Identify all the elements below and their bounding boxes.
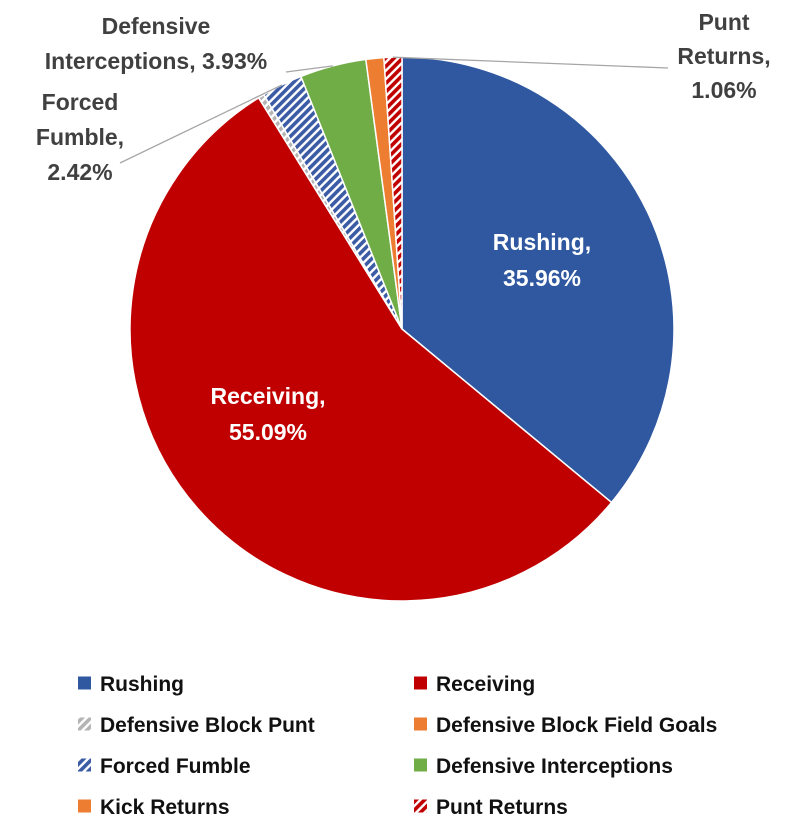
data-labels: Rushing, 35.96% Receiving, 55.09% Forced Fumb… [36,9,771,445]
legend-item-kick-returns: Kick Returns [78,796,230,819]
legend-swatch [414,717,427,731]
legend-label: Defensive Block Field Goals [436,714,717,737]
legend-label: Punt Returns [436,796,568,819]
legend-label: Defensive Block Punt [100,714,315,737]
legend-item-defensive-block-field-goals: Defensive Block Field Goals [414,714,717,737]
legend-swatch [78,717,91,731]
legend-item-rushing: Rushing [78,673,184,696]
legend-label: Forced Fumble [100,755,251,778]
legend-item-receiving: Receiving [414,673,535,696]
legend-label: Rushing [100,673,184,696]
data-label-punt-returns: Punt Returns, 1.06% [677,9,770,103]
slice-receiving [129,96,613,602]
leader-line-forced-fumble [119,84,283,164]
slice-rushing [401,56,675,504]
legend-label: Defensive Interceptions [436,755,673,778]
legend-swatch [414,758,427,772]
legend-swatch [78,799,91,813]
legend: Rushing Receiving Defensive Block Punt Defe… [78,673,717,819]
legend-item-punt-returns: Punt Returns [414,796,568,819]
legend-label: Kick Returns [100,796,230,819]
leader-lines [119,56,669,164]
data-label-rushing: Rushing, 35.96% [493,229,591,291]
legend-swatch [78,676,91,690]
legend-label: Receiving [436,673,535,696]
pie-slices [129,56,675,602]
legend-item-forced-fumble: Forced Fumble [78,755,251,778]
leader-line-defensive-interceptions [285,65,333,73]
data-label-receiving: Receiving, 55.09% [210,383,325,445]
leader-line-punt-returns [392,56,669,69]
legend-item-defensive-interceptions: Defensive Interceptions [414,755,673,778]
legend-item-defensive-block-punt: Defensive Block Punt [78,714,315,737]
data-label-forced-fumble: Forced Fumble, 2.42% [36,89,124,185]
legend-swatch [414,676,427,690]
data-label-defensive-interceptions: Defensive Interceptions, 3.93% [45,13,267,74]
legend-swatch [78,758,91,772]
legend-swatch [414,799,427,813]
